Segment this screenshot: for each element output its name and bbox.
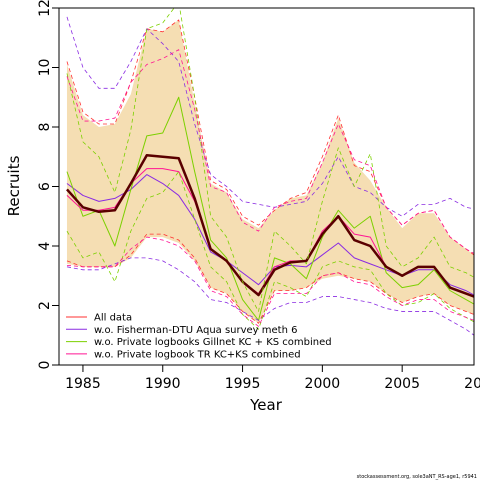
series-lines-layer [66, 8, 474, 336]
y-tick-label: 10 [37, 59, 53, 77]
x-axis: 1985 1990 1995 2000 2005 2010 [65, 365, 480, 392]
series-bound-line-11 [66, 49, 474, 254]
x-tick-label: 2005 [384, 376, 420, 392]
legend-label: w.o. Fisherman-DTU Aqua survey meth 6 [94, 325, 297, 336]
y-axis-title: Recruits [5, 155, 23, 216]
footer-source-text: stockassessment.org, sole3aNT_RS-age1, r… [357, 474, 477, 480]
y-tick-label: 6 [37, 182, 53, 191]
y-tick-label: 0 [37, 361, 53, 370]
y-tick-label: 4 [37, 241, 53, 250]
series-line-2 [66, 96, 474, 321]
y-tick-label: 2 [37, 301, 53, 310]
x-axis-title: Year [249, 396, 283, 414]
series-bound-line-7 [66, 16, 474, 217]
x-tick-label: 1985 [65, 376, 101, 392]
series-bound-line-6 [66, 233, 474, 324]
legend-label: All data [94, 313, 132, 324]
legend-label: w.o. Private logbook TR KC+KS combined [94, 349, 301, 360]
series-bound-line-12 [66, 236, 474, 327]
legend-label: w.o. Private logbooks Gillnet KC + KS co… [94, 337, 332, 348]
series-line-4 [66, 154, 474, 298]
y-axis: 0 2 4 6 8 10 12 [37, 0, 59, 369]
y-tick-label: 12 [37, 0, 53, 17]
series-bound-line-9 [66, 8, 474, 312]
x-tick-label: 1995 [225, 376, 261, 392]
x-tick-label: 2000 [305, 376, 341, 392]
series-bound-line-8 [66, 257, 474, 336]
x-tick-label: 1990 [145, 376, 181, 392]
y-tick-label: 8 [37, 123, 53, 132]
series-line-1 [66, 174, 474, 296]
x-tick-label: 2010 [464, 376, 480, 392]
